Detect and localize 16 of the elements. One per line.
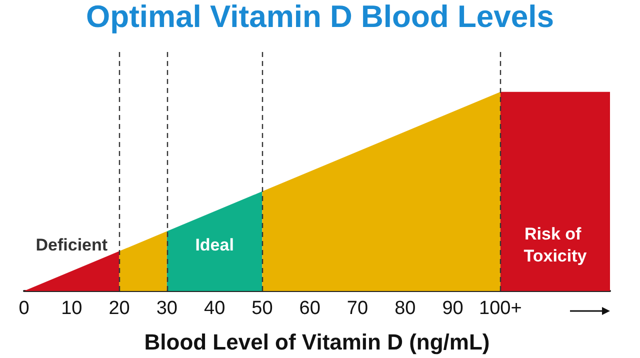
x-tick-label: 30 — [156, 298, 178, 319]
series-label: Deficient — [36, 236, 108, 255]
x-tick-label: 10 — [61, 298, 82, 319]
x-tick-label: 60 — [299, 298, 320, 319]
series-label: Risk of Toxicity — [524, 224, 588, 266]
x-tick-label: 100+ — [479, 298, 522, 319]
x-tick-label: 0 — [18, 298, 30, 319]
x-tick-label: 40 — [204, 298, 226, 319]
series-label: Ideal — [195, 236, 234, 255]
x-tick-label: 20 — [108, 298, 130, 319]
x-tick-label: 70 — [346, 298, 368, 319]
x-axis-title: Blood Level of Vitamin D (ng/mL) — [144, 330, 490, 354]
x-tick-label: 90 — [442, 298, 464, 319]
x-tick-label: 80 — [394, 298, 416, 319]
x-tick-label: 50 — [252, 298, 273, 319]
chart-title: Optimal Vitamin D Blood Levels — [86, 0, 554, 34]
